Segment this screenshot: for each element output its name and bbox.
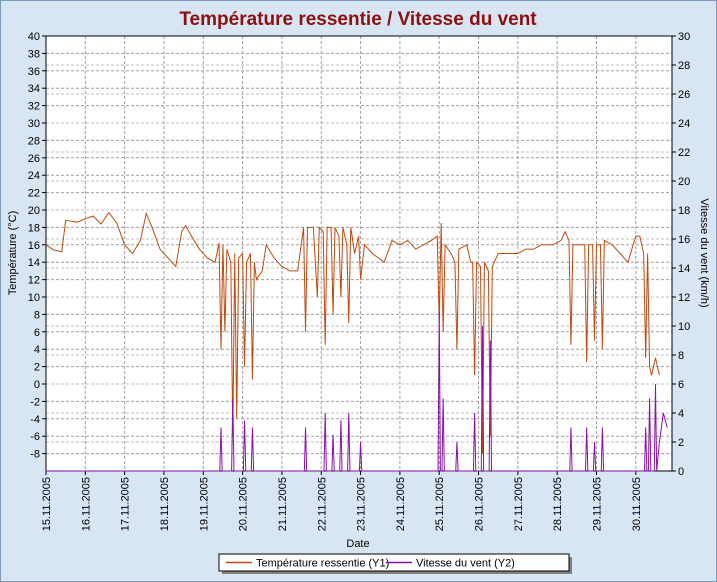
- y2-tick-label: 26: [678, 89, 690, 101]
- y-tick-label: 6: [34, 327, 40, 339]
- y-tick-label: 24: [28, 170, 40, 182]
- y-tick-label: 10: [28, 292, 40, 304]
- y2-tick-label: 18: [678, 205, 690, 217]
- y-tick-label: 40: [28, 31, 40, 43]
- x-tick-label: 25.11.2005: [434, 477, 446, 531]
- x-tick-label: 15.11.2005: [41, 477, 53, 531]
- y-tick-label: 22: [28, 188, 40, 200]
- y-tick-label: 4: [34, 344, 40, 356]
- x-axis-title: Date: [346, 538, 369, 550]
- legend-label: Vitesse du vent (Y2): [416, 558, 515, 570]
- x-tick-label: 21.11.2005: [277, 477, 289, 531]
- y-tick-label: 26: [28, 153, 40, 165]
- series-line: [45, 211, 660, 454]
- y-tick-label: -6: [30, 431, 40, 443]
- x-tick-label: 18.11.2005: [159, 477, 171, 531]
- y2-tick-label: 30: [678, 31, 690, 43]
- x-tick-label: 17.11.2005: [120, 477, 132, 531]
- y2-tick-label: 20: [678, 176, 690, 188]
- x-tick-label: 27.11.2005: [513, 477, 525, 531]
- x-tick-label: 28.11.2005: [552, 477, 564, 531]
- x-tick-label: 26.11.2005: [474, 477, 486, 531]
- y-tick-label: 36: [28, 66, 40, 78]
- x-tick-label: 16.11.2005: [80, 477, 92, 531]
- y-axis-title: Température (°C): [7, 211, 19, 295]
- y-tick-label: 12: [28, 275, 40, 287]
- y-tick-label: 14: [28, 257, 40, 269]
- y2-tick-label: 0: [678, 466, 684, 478]
- y-tick-label: 0: [34, 379, 40, 391]
- x-tick-label: 23.11.2005: [356, 477, 368, 531]
- y2-tick-label: 8: [678, 350, 684, 362]
- x-tick-label: 30.11.2005: [631, 477, 643, 531]
- x-tick-label: 24.11.2005: [395, 477, 407, 531]
- y2-tick-label: 6: [678, 379, 684, 391]
- y2-tick-label: 4: [678, 408, 684, 420]
- y2-tick-label: 2: [678, 437, 684, 449]
- x-tick-label: 19.11.2005: [198, 477, 210, 531]
- chart-title: Température ressentie / Vitesse du vent: [179, 9, 537, 30]
- y2-axis-title: Vitesse du vent (km/h): [698, 198, 710, 307]
- y2-tick-label: 16: [678, 234, 690, 246]
- y-tick-label: -2: [30, 396, 40, 408]
- y-tick-label: 28: [28, 135, 40, 147]
- y2-tick-label: 24: [678, 118, 690, 130]
- y-tick-label: 20: [28, 205, 40, 217]
- y-tick-label: 32: [28, 101, 40, 113]
- y2-tick-label: 12: [678, 292, 690, 304]
- x-tick-label: 20.11.2005: [238, 477, 250, 531]
- x-tick-label: 22.11.2005: [316, 477, 328, 531]
- y-tick-label: 18: [28, 222, 40, 234]
- y-tick-label: -8: [30, 449, 40, 461]
- legend-label: Température ressentie (Y1): [256, 558, 389, 570]
- y-tick-label: 8: [34, 309, 40, 321]
- y2-tick-label: 28: [678, 60, 690, 72]
- y-tick-label: 38: [28, 48, 40, 60]
- x-tick-label: 29.11.2005: [592, 477, 604, 531]
- y-tick-label: 30: [28, 118, 40, 130]
- y2-tick-label: 10: [678, 321, 690, 333]
- y-tick-label: -4: [30, 414, 40, 426]
- y2-tick-label: 22: [678, 147, 690, 159]
- y2-tick-label: 14: [678, 263, 690, 275]
- y-tick-label: 34: [28, 83, 40, 95]
- y-tick-label: 2: [34, 362, 40, 374]
- y-tick-label: 16: [28, 240, 40, 252]
- series-line: [46, 311, 668, 472]
